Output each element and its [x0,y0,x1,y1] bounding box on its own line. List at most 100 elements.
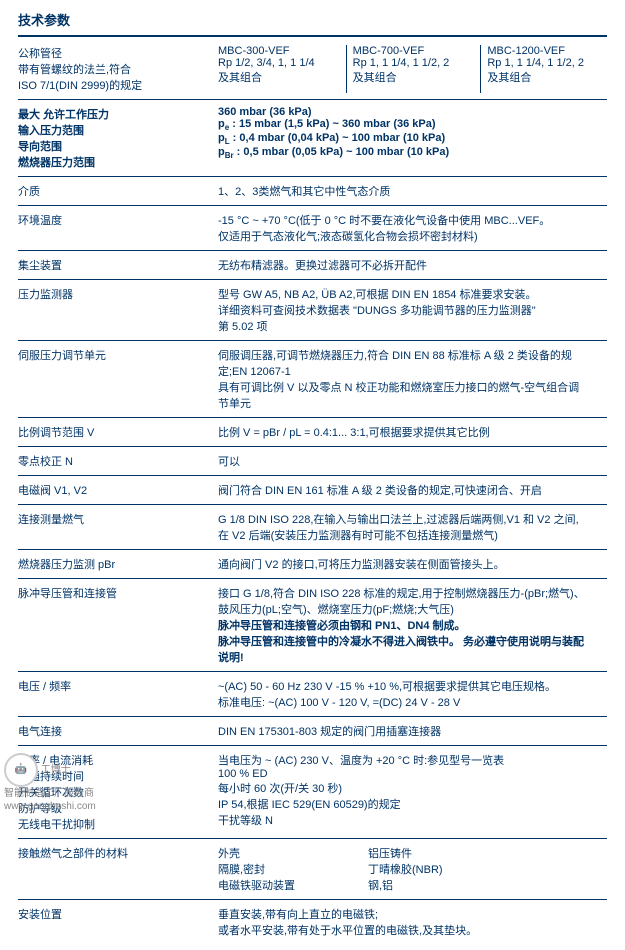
spec-value: 阀门符合 DIN EN 161 标准 A 级 2 类设备的规定,可快速闭合、开启 [218,482,607,498]
power-v3: 每小时 60 次(开/关 30 秒) [218,780,607,796]
brand: 工博士 [41,765,71,776]
spec-label: 介质 [18,183,218,199]
p: p [218,118,225,130]
spec-label: 压力监测器 [18,286,218,334]
p: p [218,146,225,158]
spec-value: 接口 G 1/8,符合 DIN ISO 228 标准的规定,用于控制燃烧器压力-… [218,585,607,665]
power-block: 功率 / 电流消耗 接通持续时间 开关循环次数 防护等级 无线电干扰抑制 当电压… [18,750,607,834]
spec-value: -15 °C ~ +70 °C(低于 0 °C 时不要在液化气设备中使用 MBC… [218,212,607,244]
divider [18,549,607,550]
divider [18,99,607,100]
divider [18,745,607,746]
spec-value: ~(AC) 50 - 60 Hz 230 V -15 % +10 %,可根据要求… [218,678,607,710]
spec-2: Rp 1, 1 1/4, 1 1/2, 2 [487,57,607,69]
divider [18,205,607,206]
pressure-v1: 360 mbar (36 kPa) [218,106,607,118]
spec-row: 压力监测器型号 GW A5, NB A2, ÜB A2,可根据 DIN EN 1… [18,284,607,336]
spec-row: 环境温度-15 °C ~ +70 °C(低于 0 °C 时不要在液化气设备中使用… [18,210,607,246]
divider [18,475,607,476]
combo-2: 及其组合 [487,69,607,85]
combo-0: 及其组合 [218,69,338,85]
spec-value: 通向阀门 V2 的接口,可将压力监测器安装在侧面管接头上。 [218,556,607,572]
power-v1: 当电压为 ~ (AC) 230 V、温度为 +20 °C 时:参见型号一览表 [218,752,607,768]
mat-r2a: 隔膜,密封 [218,861,368,877]
header-label-2: 带有管螺纹的法兰,符合 [18,61,218,77]
spec-value: 伺服调压器,可调节燃烧器压力,符合 DIN EN 88 标准标 A 级 2 类设… [218,347,607,411]
header-row: 公称管径 带有管螺纹的法兰,符合 ISO 7/1(DIN 2999)的规定 MB… [18,43,607,95]
logo-icon: 🤖 [4,753,38,787]
spec-row: 零点校正 N可以 [18,451,607,471]
header-label-1: 公称管径 [18,45,218,61]
divider [18,35,607,37]
spec-label: 集尘装置 [18,257,218,273]
pressure-l1: 最大 允许工作压力 [18,106,218,122]
divider [18,446,607,447]
spec-label: 脉冲导压管和连接管 [18,585,218,665]
brand-url: www.gongboshi.com [4,801,96,812]
spec-value: 1、2、3类燃气和其它中性气态介质 [218,183,607,199]
power-v2: 100 % ED [218,768,607,780]
spec-label: 电气连接 [18,723,218,739]
spec-value: 可以 [218,453,607,469]
spec-value-bold: 脉冲导压管和连接管必须由钢和 PN1、DN4 制成。 脉冲导压管和连接管中的冷凝… [218,617,607,665]
spec-label: 电磁阀 V1, V2 [18,482,218,498]
materials-label: 接触燃气之部件的材料 [18,845,218,893]
divider [18,340,607,341]
val: : 0,5 mbar (0,05 kPa) ~ 100 mbar (10 kPa… [234,146,450,158]
pressure-l4: 燃烧器压力范围 [18,154,218,170]
install-label: 安装位置 [18,906,218,938]
spec-0: Rp 1/2, 3/4, 1, 1 1/4 [218,57,338,69]
spec-row: 集尘装置无纺布精滤器。更换过滤器可不必拆开配件 [18,255,607,275]
power-v5: 干扰等级 N [218,812,607,828]
divider [18,504,607,505]
spec-row: 电气连接DIN EN 175301-803 规定的阀门用插塞连接器 [18,721,607,741]
install-value: 垂直安装,带有向上直立的电磁铁; 或者水平安装,带有处于水平位置的电磁铁,及其垫… [218,906,607,938]
spec-row: 介质1、2、3类燃气和其它中性气态介质 [18,181,607,201]
divider [18,176,607,177]
spec-value: G 1/8 DIN ISO 228,在输入与输出口法兰上,过滤器后端两侧,V1 … [218,511,607,543]
spec-row: 燃烧器压力监测 pBr通向阀门 V2 的接口,可将压力监测器安装在侧面管接头上。 [18,554,607,574]
divider [18,250,607,251]
spec-1: Rp 1, 1 1/4, 1 1/2, 2 [353,57,473,69]
spec-value: DIN EN 175301-803 规定的阀门用插塞连接器 [218,723,607,739]
spec-value: 型号 GW A5, NB A2, ÜB A2,可根据 DIN EN 1854 标… [218,286,607,334]
val: : 0,4 mbar (0,04 kPa) ~ 100 mbar (10 kPa… [230,132,446,144]
spec-label: 比例调节范围 V [18,424,218,440]
spec-row: 脉冲导压管和连接管接口 G 1/8,符合 DIN ISO 228 标准的规定,用… [18,583,607,667]
model-2: MBC-1200-VEF [487,45,607,57]
sub: Br [225,152,234,161]
spec-label: 电压 / 频率 [18,678,218,710]
pressure-l3: 导向范围 [18,138,218,154]
pressure-l2: 输入压力范围 [18,122,218,138]
divider [18,279,607,280]
spec-label: 连接测量燃气 [18,511,218,543]
model-1: MBC-700-VEF [353,45,473,57]
divider [18,838,607,839]
spec-value: 无纺布精滤器。更换过滤器可不必拆开配件 [218,257,607,273]
materials-block: 接触燃气之部件的材料 外壳 隔膜,密封 电磁铁驱动装置 铝压铸件 丁晴橡胶(NB… [18,843,607,895]
mat-r3a: 电磁铁驱动装置 [218,877,368,893]
spec-value: 比例 V = pBr / pL = 0.4:1... 3:1,可根据要求提供其它… [218,424,607,440]
brand-sub: 智能制造工厂服务商 [4,788,94,799]
val: : 15 mbar (1,5 kPa) ~ 360 mbar (36 kPa) [229,118,435,130]
spec-row: 连接测量燃气G 1/8 DIN ISO 228,在输入与输出口法兰上,过滤器后端… [18,509,607,545]
pressure-block: 最大 允许工作压力 输入压力范围 导向范围 燃烧器压力范围 360 mbar (… [18,104,607,172]
mat-r1b: 铝压铸件 [368,845,443,861]
header-label-3: ISO 7/1(DIN 2999)的规定 [18,77,218,93]
spec-label: 燃烧器压力监测 pBr [18,556,218,572]
power-v4: IP 54,根据 IEC 529(EN 60529)的规定 [218,796,607,812]
divider [18,578,607,579]
spec-row: 伺服压力调节单元伺服调压器,可调节燃烧器压力,符合 DIN EN 88 标准标 … [18,345,607,413]
model-0: MBC-300-VEF [218,45,338,57]
spec-label: 零点校正 N [18,453,218,469]
spec-label: 伺服压力调节单元 [18,347,218,411]
mat-r2b: 丁晴橡胶(NBR) [368,861,443,877]
p: p [218,132,225,144]
divider [18,671,607,672]
spec-row: 电压 / 频率~(AC) 50 - 60 Hz 230 V -15 % +10 … [18,676,607,712]
mat-r1a: 外壳 [218,845,368,861]
watermark: 🤖 工博士 智能制造工厂服务商 www.gongboshi.com [4,753,96,813]
divider [18,716,607,717]
mat-r3b: 钢,铝 [368,877,443,893]
combo-1: 及其组合 [353,69,473,85]
